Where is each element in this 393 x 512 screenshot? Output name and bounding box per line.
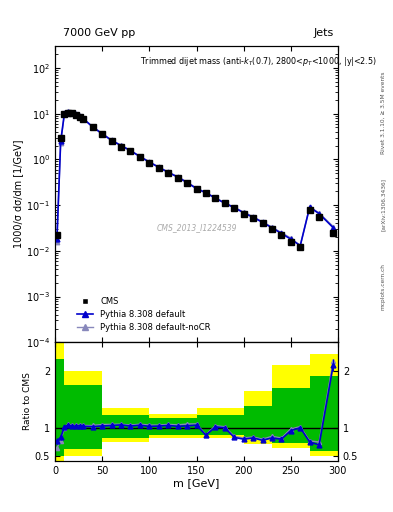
Text: CMS_2013_I1224539: CMS_2013_I1224539 — [156, 223, 237, 232]
Text: Jets: Jets — [314, 28, 334, 38]
Text: Trimmed dijet mass (anti-$k_T$(0.7), 2800<$p_T$<1000, |y|<2.5): Trimmed dijet mass (anti-$k_T$(0.7), 280… — [140, 55, 377, 68]
Text: Rivet 3.1.10, ≥ 3.5M events: Rivet 3.1.10, ≥ 3.5M events — [381, 71, 386, 154]
Text: mcplots.cern.ch: mcplots.cern.ch — [381, 263, 386, 310]
Text: [arXiv:1306.3436]: [arXiv:1306.3436] — [381, 178, 386, 231]
Y-axis label: Ratio to CMS: Ratio to CMS — [23, 373, 32, 431]
Text: 7000 GeV pp: 7000 GeV pp — [63, 28, 135, 38]
X-axis label: m [GeV]: m [GeV] — [173, 478, 220, 488]
Y-axis label: 1000/σ dσ/dm [1/GeV]: 1000/σ dσ/dm [1/GeV] — [13, 140, 23, 248]
Legend: CMS, Pythia 8.308 default, Pythia 8.308 default-noCR: CMS, Pythia 8.308 default, Pythia 8.308 … — [73, 293, 214, 335]
